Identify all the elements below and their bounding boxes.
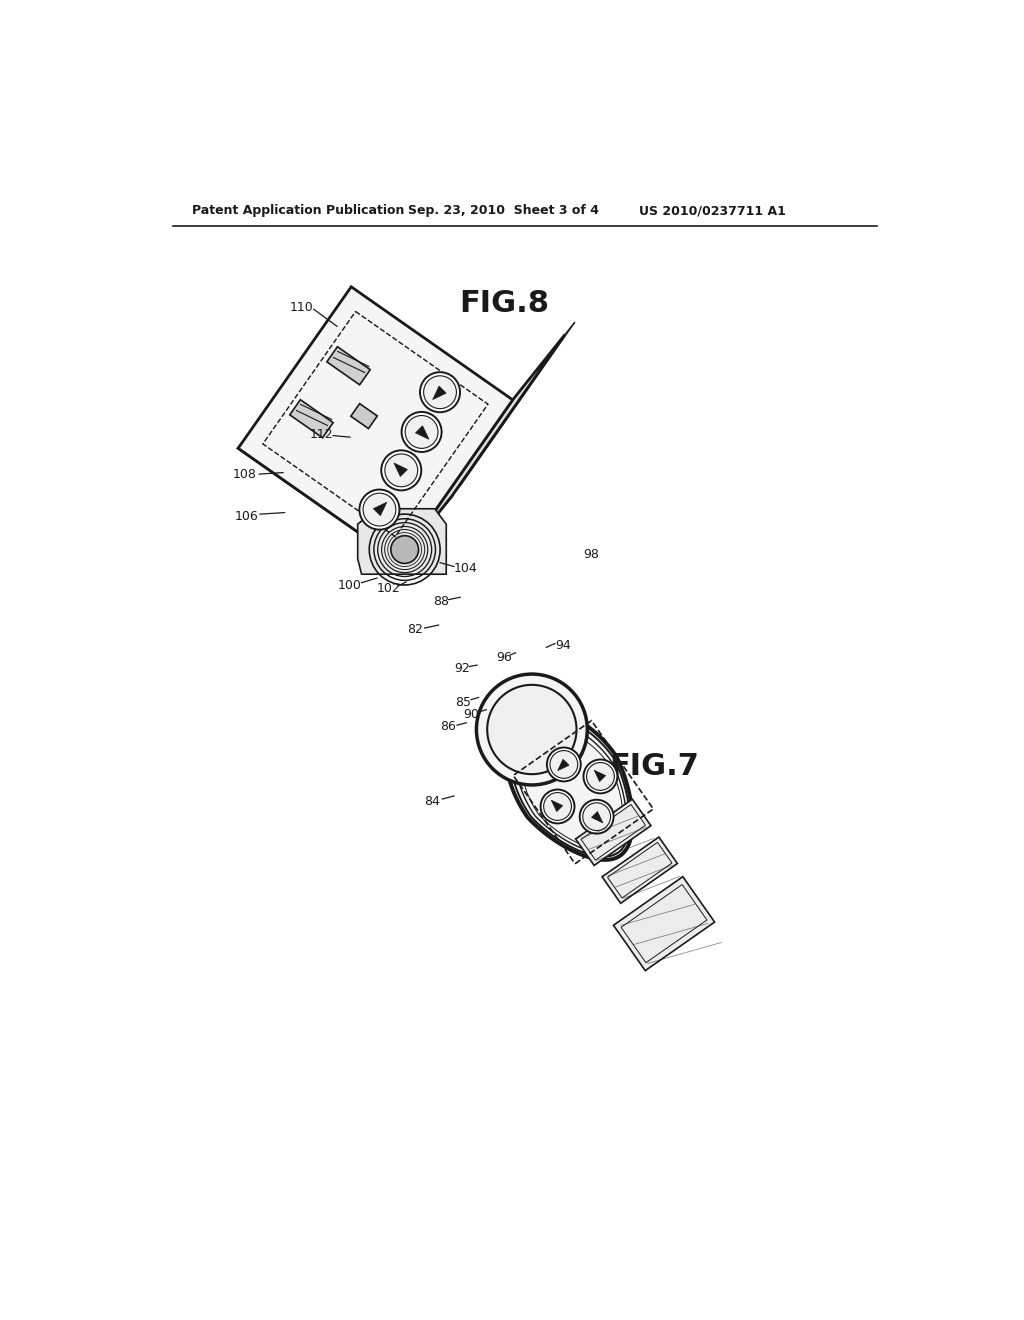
Text: 102: 102 <box>377 582 400 594</box>
Text: 94: 94 <box>555 639 571 652</box>
Polygon shape <box>558 759 569 771</box>
Text: 106: 106 <box>234 510 258 523</box>
Circle shape <box>359 490 399 529</box>
Text: 90: 90 <box>463 708 479 721</box>
Text: Patent Application Publication: Patent Application Publication <box>193 205 404 218</box>
Polygon shape <box>327 347 371 385</box>
Polygon shape <box>416 426 429 440</box>
Circle shape <box>420 372 460 412</box>
Text: FIG.8: FIG.8 <box>459 289 549 318</box>
Text: 84: 84 <box>425 795 440 808</box>
Circle shape <box>364 494 396 525</box>
Polygon shape <box>613 876 715 970</box>
Text: 88: 88 <box>433 594 449 607</box>
Text: Sep. 23, 2010  Sheet 3 of 4: Sep. 23, 2010 Sheet 3 of 4 <box>408 205 599 218</box>
Polygon shape <box>594 770 605 781</box>
Text: 104: 104 <box>454 561 477 574</box>
Circle shape <box>406 416 438 449</box>
Circle shape <box>547 747 581 781</box>
Polygon shape <box>592 812 603 822</box>
Polygon shape <box>357 508 446 574</box>
Polygon shape <box>374 502 387 516</box>
Circle shape <box>541 789 574 824</box>
Text: 110: 110 <box>290 301 313 314</box>
Circle shape <box>583 803 610 830</box>
Text: 85: 85 <box>456 696 471 709</box>
Circle shape <box>424 376 457 409</box>
Polygon shape <box>239 286 513 561</box>
Polygon shape <box>394 463 408 477</box>
Polygon shape <box>351 404 377 429</box>
Polygon shape <box>575 799 651 866</box>
Polygon shape <box>239 383 452 561</box>
Circle shape <box>544 792 571 820</box>
Circle shape <box>385 454 418 487</box>
Circle shape <box>487 685 577 774</box>
Circle shape <box>587 763 614 791</box>
Circle shape <box>476 675 588 785</box>
Polygon shape <box>433 385 446 400</box>
Text: 98: 98 <box>583 548 599 561</box>
Circle shape <box>580 800 613 834</box>
Text: 112: 112 <box>309 428 334 441</box>
Polygon shape <box>506 710 633 859</box>
Circle shape <box>381 450 421 490</box>
Circle shape <box>391 536 419 564</box>
Circle shape <box>550 751 578 779</box>
Polygon shape <box>290 400 333 438</box>
Text: 86: 86 <box>440 721 456 733</box>
Text: 92: 92 <box>454 661 470 675</box>
Polygon shape <box>551 800 563 812</box>
Text: 100: 100 <box>338 579 361 593</box>
Circle shape <box>584 759 617 793</box>
Circle shape <box>401 412 441 451</box>
Polygon shape <box>399 334 565 561</box>
Polygon shape <box>602 837 678 903</box>
Text: 82: 82 <box>408 623 423 636</box>
Text: FIG.7: FIG.7 <box>609 752 699 781</box>
Text: 96: 96 <box>497 651 512 664</box>
Text: US 2010/0237711 A1: US 2010/0237711 A1 <box>639 205 785 218</box>
Text: 108: 108 <box>232 467 256 480</box>
